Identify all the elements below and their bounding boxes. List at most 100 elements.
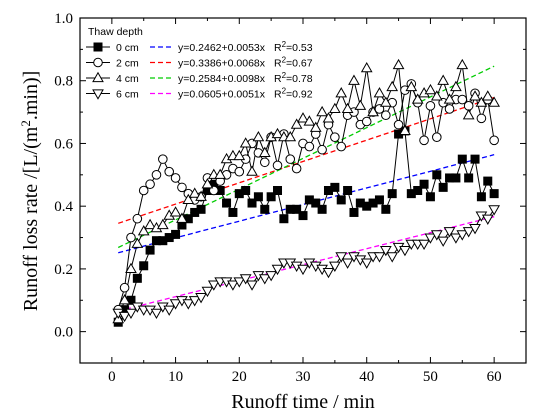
y-tick-label: 0.0	[54, 325, 73, 341]
point-0-cm	[247, 198, 257, 208]
point-4-cm	[411, 93, 424, 104]
point-2-cm	[158, 154, 168, 164]
point-6-cm	[450, 233, 462, 244]
point-4-cm	[214, 168, 227, 179]
point-6-cm	[246, 280, 258, 291]
point-2-cm	[444, 104, 455, 114]
legend-label-0-cm: 0 cm	[116, 42, 139, 54]
x-tick-label: 50	[423, 369, 438, 385]
legend-label-2-cm: 2 cm	[116, 58, 139, 70]
point-4-cm	[348, 74, 360, 85]
point-4-cm	[284, 130, 297, 142]
point-4-cm	[169, 206, 182, 217]
point-4-cm	[233, 149, 246, 161]
point-2-cm	[425, 101, 436, 111]
point-4-cm	[258, 146, 271, 157]
point-0-cm	[145, 245, 155, 255]
legend-marker-2-cm	[93, 57, 103, 68]
point-0-cm	[317, 204, 327, 214]
x-tick-label: 20	[232, 369, 247, 385]
point-6-cm	[265, 271, 278, 282]
point-6-cm	[125, 308, 137, 320]
point-6-cm	[456, 230, 469, 241]
point-4-cm	[125, 262, 137, 274]
point-2-cm	[138, 185, 149, 196]
point-0-cm	[343, 186, 353, 195]
x-axis-title: Runoff time / min	[231, 391, 375, 413]
legend-r2-label-2-cm: R2=0.67	[274, 56, 313, 70]
point-2-cm	[164, 166, 174, 177]
point-0-cm	[132, 273, 142, 283]
point-0-cm	[438, 182, 448, 192]
y-axis-title-sup: 2	[18, 120, 33, 127]
x-tick-label: 30	[296, 369, 311, 385]
y-axis-title: Runoff loss rate /[L/(m2.min)]	[18, 71, 42, 312]
legend-fit-label-2-cm: y=0.3386+0.0068x	[178, 58, 266, 70]
y-tick-label: 0.8	[54, 74, 73, 90]
x-tick-label: 0	[108, 369, 116, 385]
x-tick-label: 10	[168, 369, 183, 385]
point-6-cm	[335, 252, 348, 263]
point-4-cm	[309, 121, 322, 132]
point-2-cm	[393, 119, 404, 130]
point-6-cm	[239, 274, 252, 285]
point-4-cm	[443, 93, 456, 104]
point-0-cm	[413, 186, 423, 195]
point-2-cm	[476, 113, 487, 124]
point-0-cm	[279, 214, 289, 224]
legend-title: Thaw depth	[88, 26, 143, 38]
point-6-cm	[488, 205, 501, 216]
point-0-cm	[464, 173, 474, 183]
point-2-cm	[432, 132, 442, 142]
legend-r2-label-6-cm: R2=0.92	[274, 87, 313, 101]
point-6-cm	[188, 296, 201, 307]
point-2-cm	[489, 135, 499, 146]
point-6-cm	[163, 305, 176, 316]
series-lines	[117, 64, 495, 323]
legend-label-4-cm: 4 cm	[116, 73, 139, 85]
axis-ticks	[79, 17, 526, 363]
point-4-cm	[354, 99, 367, 110]
point-6-cm	[150, 308, 163, 320]
point-4-cm	[188, 187, 201, 198]
point-4-cm	[450, 80, 462, 92]
point-4-cm	[392, 58, 405, 70]
point-0-cm	[292, 204, 302, 214]
point-4-cm	[481, 90, 494, 101]
series-markers	[112, 58, 501, 327]
point-6-cm	[481, 214, 494, 225]
point-4-cm	[367, 105, 379, 117]
point-0-cm	[330, 182, 340, 192]
y-axis-title-tail: .min)]	[20, 71, 42, 120]
x-tick-label: 60	[487, 369, 502, 385]
point-6-cm	[443, 227, 456, 238]
point-4-cm	[144, 218, 156, 230]
point-4-cm	[182, 193, 195, 205]
point-4-cm	[399, 124, 411, 136]
point-4-cm	[297, 112, 309, 123]
legend-fit-label-6-cm: y=0.0605+0.0051x	[178, 89, 266, 101]
y-tick-label: 0.4	[54, 199, 73, 215]
legend-label-6-cm: 6 cm	[116, 89, 139, 101]
legend-fit-label-0-cm: y=0.2462+0.0053x	[178, 42, 266, 54]
point-0-cm	[489, 189, 499, 199]
point-0-cm	[139, 261, 149, 271]
point-6-cm	[201, 286, 214, 298]
fit-lines	[117, 65, 495, 312]
point-4-cm	[316, 105, 328, 117]
point-6-cm	[328, 261, 341, 272]
point-4-cm	[176, 212, 188, 223]
point-4-cm	[462, 109, 475, 120]
point-6-cm	[424, 233, 437, 244]
point-4-cm	[239, 137, 252, 148]
point-2-cm	[291, 163, 302, 174]
point-6-cm	[386, 252, 399, 263]
y-tick-label: 0.6	[54, 136, 73, 152]
point-2-cm	[317, 144, 327, 155]
point-6-cm	[341, 258, 354, 269]
point-6-cm	[227, 280, 239, 291]
point-4-cm	[335, 87, 348, 98]
point-0-cm	[260, 204, 270, 214]
legend-r2-label-4-cm: R2=0.78	[274, 71, 313, 85]
y-tick-label: 0.2	[54, 262, 73, 278]
